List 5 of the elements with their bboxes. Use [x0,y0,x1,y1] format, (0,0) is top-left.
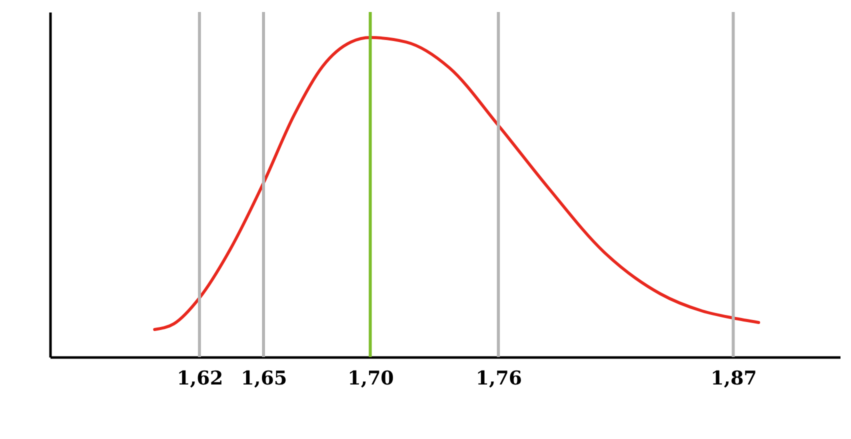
x-tick-label: 1,76 [476,368,522,390]
x-tick-label: 1,65 [240,368,288,390]
x-tick-label: 1,87 [710,368,757,390]
x-tick-label: 1,70 [348,368,394,390]
x-tick-label: 1,62 [176,368,224,390]
